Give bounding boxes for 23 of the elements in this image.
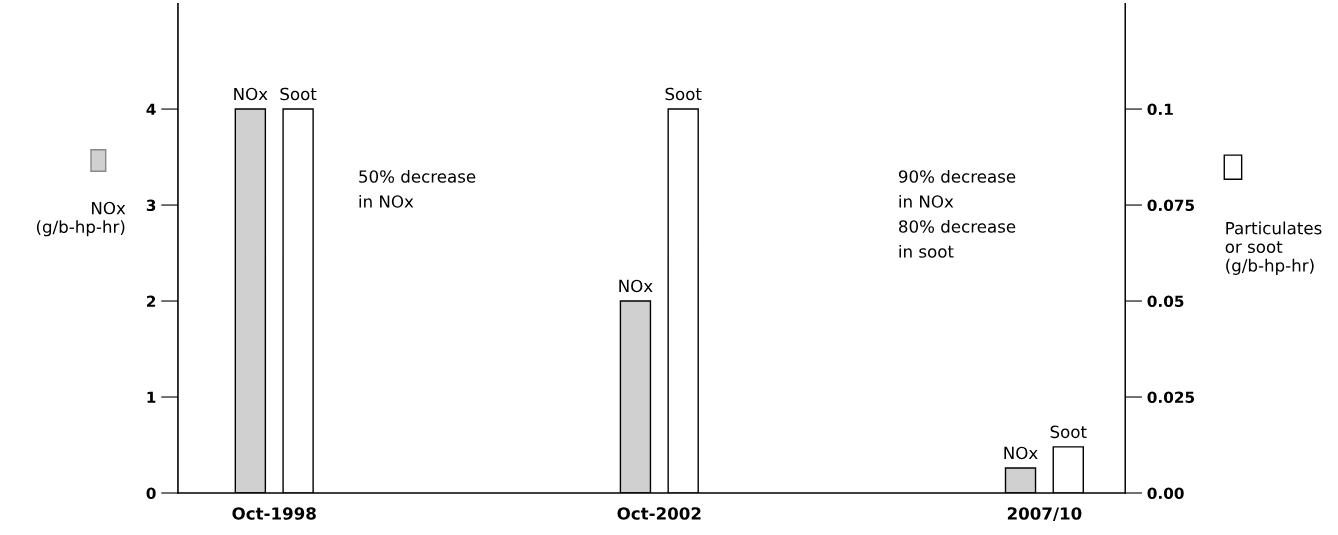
x-tick-label: 2007/10 xyxy=(1007,507,1082,522)
y2-axis-title: Particulates or soot (g/b-hp-hr) xyxy=(1225,221,1322,275)
y2-tick-label: 0.025 xyxy=(1147,391,1195,404)
text: NOx xyxy=(1004,446,1038,460)
x-tick-label: Oct-1998 xyxy=(232,507,316,520)
y-tick-label: 2 xyxy=(147,295,156,307)
y-tick-label: 1 xyxy=(147,391,156,403)
y2-tick-label: 0.075 xyxy=(1147,199,1195,212)
y2-tick-label: 0.00 xyxy=(1147,487,1184,500)
annotation: 90% decrease in NOx 80% decrease in soot xyxy=(898,169,1016,258)
y-axis-title: NOx (g/b-hp-hr) xyxy=(36,201,126,237)
y-tick-label: 4 xyxy=(146,103,156,115)
y-tick-label: 3 xyxy=(146,199,156,212)
series-label: NOx xyxy=(619,279,653,293)
y2-tick-label: 0.1 xyxy=(1147,103,1173,116)
y2-tick-label: 0.05 xyxy=(1147,295,1184,308)
annotation: 50% decrease in NOx xyxy=(359,169,476,208)
text: Soot xyxy=(1050,425,1087,439)
text: Soot xyxy=(280,87,317,101)
text: NOx xyxy=(234,87,268,101)
y-tick-label: 0 xyxy=(146,487,156,500)
series-label: Soot xyxy=(665,87,702,101)
x-tick-label: Oct-2002 xyxy=(617,507,701,520)
